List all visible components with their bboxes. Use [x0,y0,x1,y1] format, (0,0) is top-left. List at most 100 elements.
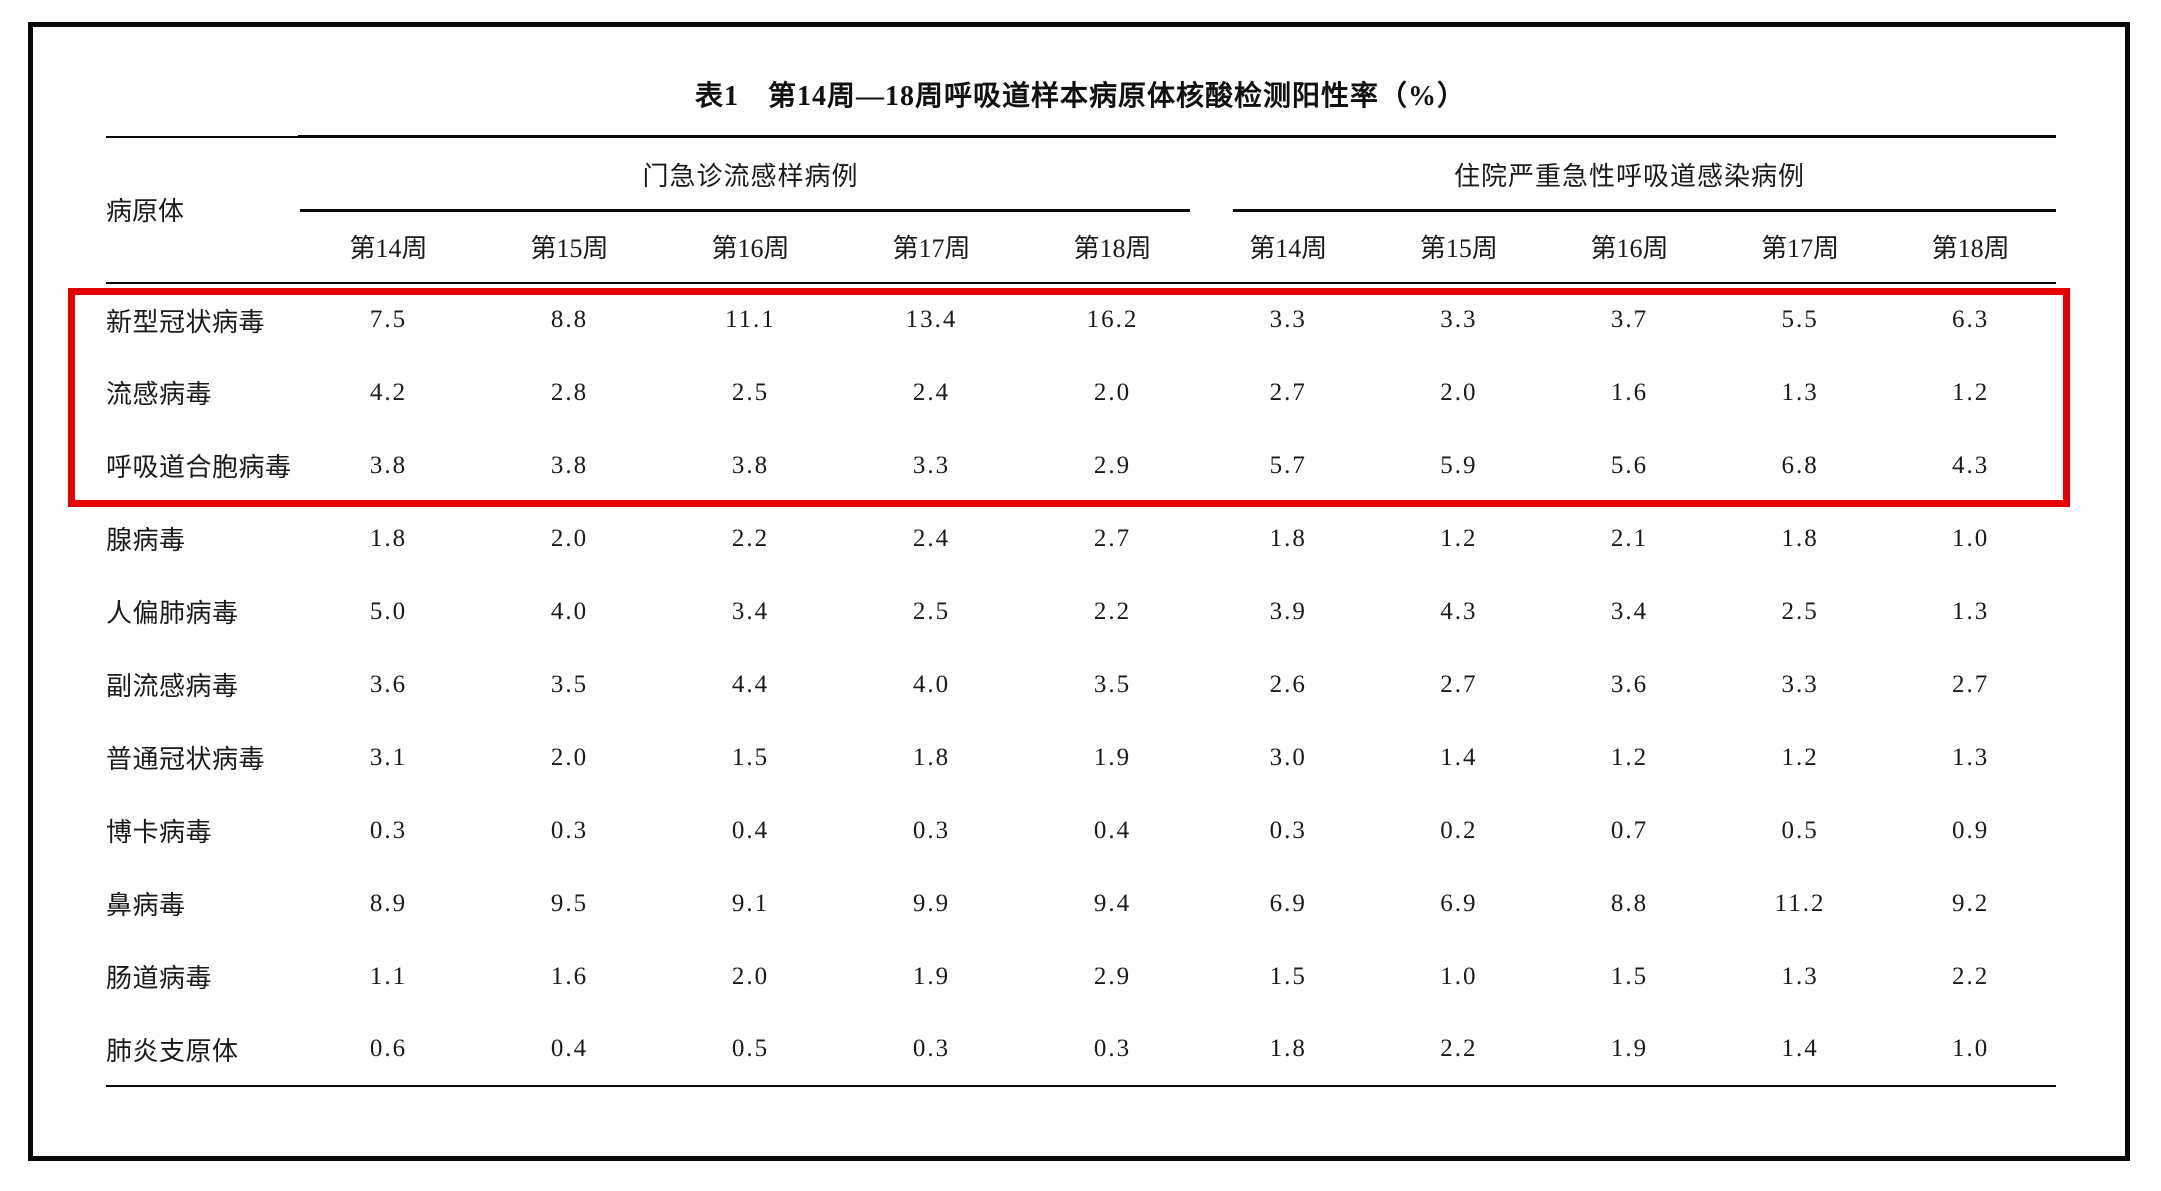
value-cell: 6.3 [1952,306,1990,333]
week-header: 第17周 [841,211,1022,284]
value-cell: 4.3 [1440,597,1478,625]
value-cell: 1.0 [1952,524,1990,552]
value-cell: 1.8 [1269,524,1307,552]
value-cell: 1.3 [1781,378,1819,406]
value-cell: 3.6 [1610,670,1649,698]
value-cell: 1.9 [1093,743,1132,771]
value-cell: 3.3 [912,451,951,479]
pathogen-name: 腺病毒 [106,526,186,555]
pathogen-name: 鼻病毒 [106,891,186,920]
week-header-row: 第14周 第15周 第16周 第17周 第18周 第14周 第15周 第16周 … [106,211,2056,284]
value-cell: 2.4 [912,524,951,552]
value-cell: 0.3 [912,816,951,844]
value-cell: 2.7 [1269,378,1307,406]
value-cell: 2.5 [912,597,951,625]
value-cell: 2.4 [912,378,951,406]
value-cell: 3.1 [369,743,408,771]
value-cell: 0.3 [1269,816,1307,844]
value-cell: 2.2 [1093,597,1132,625]
value-cell: 1.8 [369,524,408,552]
value-cell: 3.8 [550,451,589,479]
value-cell: 1.9 [912,962,951,990]
value-cell: 2.2 [1373,1013,1545,1087]
value-cell: 2.0 [1440,378,1478,406]
value-cell: 2.7 [1093,524,1132,552]
value-cell: 0.4 [731,816,770,844]
table-row: 博卡病毒 0.3 0.3 0.4 0.3 0.4 0.3 0.2 0.7 0.5… [106,794,2056,867]
value-cell: 0.9 [1952,816,1990,844]
pathogen-name: 流感病毒 [106,380,213,409]
value-cell: 0.4 [479,1013,660,1087]
pathogen-name: 肺炎支原体 [106,1013,298,1087]
value-cell: 2.0 [550,743,589,771]
value-cell: 3.8 [369,451,408,479]
value-cell: 1.9 [1544,1013,1715,1087]
week-header: 第14周 [1203,211,1374,284]
column-group-hospitalized-sari: 住院严重急性呼吸道感染病例 [1203,135,2056,213]
page-content: 表1 第14周—18周呼吸道样本病原体核酸检测阳性率（%） 病原体 门急诊流感样… [33,27,2125,1156]
pathogen-name: 新型冠状病毒 [106,307,266,337]
value-cell: 1.5 [731,743,770,771]
value-cell: 1.3 [1781,962,1819,990]
value-cell: 2.1 [1610,524,1649,552]
week-header: 第16周 [660,211,841,284]
value-cell: 3.7 [1610,306,1649,333]
value-cell: 0.5 [1781,816,1819,844]
value-cell: 2.2 [731,524,770,552]
value-cell: 3.4 [1610,597,1649,625]
table-container: 病原体 门急诊流感样病例 住院严重急性呼吸道感染病例 第14周 第15周 第16… [68,135,2070,1087]
table-header: 病原体 门急诊流感样病例 住院严重急性呼吸道感染病例 第14周 第15周 第16… [106,135,2056,284]
value-cell: 1.4 [1714,1013,1886,1087]
value-cell: 3.3 [1269,306,1307,333]
value-cell: 1.2 [1440,524,1478,552]
table-row: 人偏肺病毒 5.0 4.0 3.4 2.5 2.2 3.9 4.3 3.4 2.… [106,575,2056,648]
value-cell: 1.3 [1952,597,1990,625]
value-cell: 2.7 [1440,670,1478,698]
value-cell: 3.0 [1269,743,1307,771]
value-cell: 2.9 [1093,962,1132,990]
value-cell: 6.9 [1269,889,1307,917]
value-cell: 3.5 [1093,670,1132,698]
table-title: 表1 第14周—18周呼吸道样本病原体核酸检测阳性率（%） [694,81,1466,112]
table-body: 新型冠状病毒 7.5 8.8 11.1 13.4 16.2 3.3 3.3 3.… [106,283,2056,1087]
table-row: 呼吸道合胞病毒 3.8 3.8 3.8 3.3 2.9 5.7 5.9 5.6 … [106,429,2056,502]
value-cell: 9.9 [912,889,951,917]
week-header: 第17周 [1714,211,1886,284]
pathogen-name: 呼吸道合胞病毒 [106,453,292,482]
value-cell: 11.2 [1774,889,1826,917]
value-cell: 3.6 [369,670,408,698]
value-cell: 8.9 [369,889,408,917]
value-cell: 1.8 [1781,524,1819,552]
value-cell: 13.4 [905,306,958,333]
value-cell: 1.8 [1203,1013,1374,1087]
value-cell: 5.9 [1440,451,1478,479]
value-cell: 1.8 [912,743,951,771]
page-border-frame: 表1 第14周—18周呼吸道样本病原体核酸检测阳性率（%） 病原体 门急诊流感样… [28,22,2130,1161]
value-cell: 3.3 [1781,670,1819,698]
table-row: 流感病毒 4.2 2.8 2.5 2.4 2.0 2.7 2.0 1.6 1.3… [106,356,2056,429]
table-row: 普通冠状病毒 3.1 2.0 1.5 1.8 1.9 3.0 1.4 1.2 1… [106,721,2056,794]
value-cell: 3.8 [731,451,770,479]
value-cell: 9.1 [731,889,770,917]
value-cell: 1.5 [1610,962,1649,990]
value-cell: 2.2 [1952,962,1990,990]
value-cell: 0.6 [298,1013,479,1087]
column-header-pathogen: 病原体 [106,135,298,284]
week-header: 第18周 [1885,211,2056,284]
value-cell: 1.2 [1952,378,1990,406]
value-cell: 3.4 [731,597,770,625]
value-cell: 5.7 [1269,451,1307,479]
value-cell: 0.5 [660,1013,841,1087]
value-cell: 1.4 [1440,743,1478,771]
group-header-row: 病原体 门急诊流感样病例 住院严重急性呼吸道感染病例 [106,135,2056,284]
value-cell: 2.6 [1269,670,1307,698]
value-cell: 2.5 [731,378,770,406]
value-cell: 2.8 [550,378,589,406]
week-header: 第15周 [1373,211,1545,284]
value-cell: 1.0 [1440,962,1478,990]
value-cell: 8.8 [1610,889,1649,917]
value-cell: 1.0 [1885,1013,2056,1087]
value-cell: 6.8 [1781,451,1819,479]
week-header: 第16周 [1544,211,1715,284]
